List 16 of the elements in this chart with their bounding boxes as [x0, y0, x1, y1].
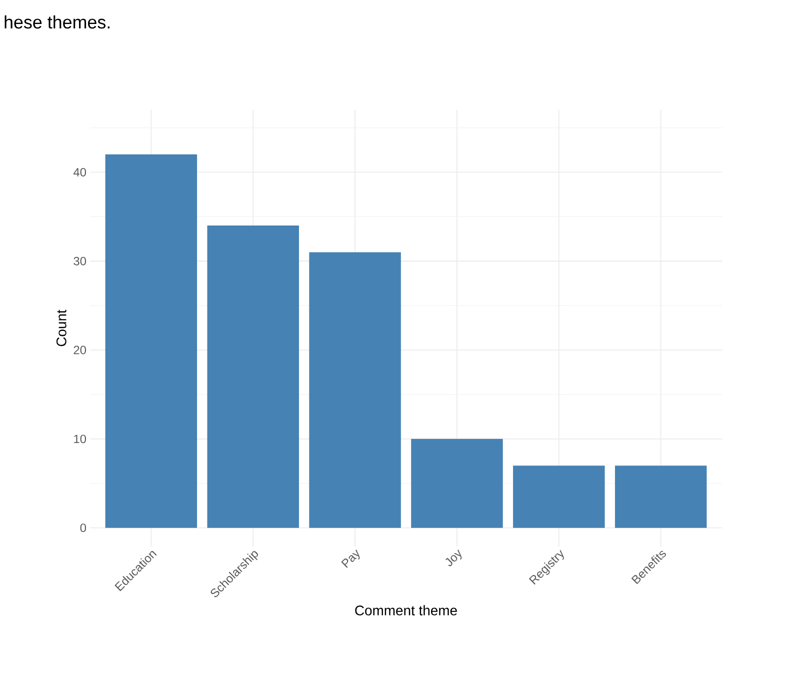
y-tick-label: 40 — [73, 168, 86, 176]
y-tick-label: 10 — [74, 434, 86, 444]
x-axis-title: Comment theme — [355, 605, 457, 616]
bar — [207, 226, 299, 528]
bar — [614, 466, 707, 528]
x-tick-label: Pay — [341, 550, 360, 568]
y-axis-title: Count — [56, 310, 66, 346]
x-tick-label: Joy — [446, 550, 462, 566]
text: hese themes. — [4, 15, 110, 29]
bar — [309, 252, 401, 528]
bar — [513, 466, 605, 528]
bar — [411, 438, 503, 528]
bar — [105, 154, 198, 528]
y-tick-label: 30 — [74, 256, 86, 266]
y-tick-label: 0 — [80, 524, 86, 532]
y-tick-label: 20 — [74, 346, 86, 354]
